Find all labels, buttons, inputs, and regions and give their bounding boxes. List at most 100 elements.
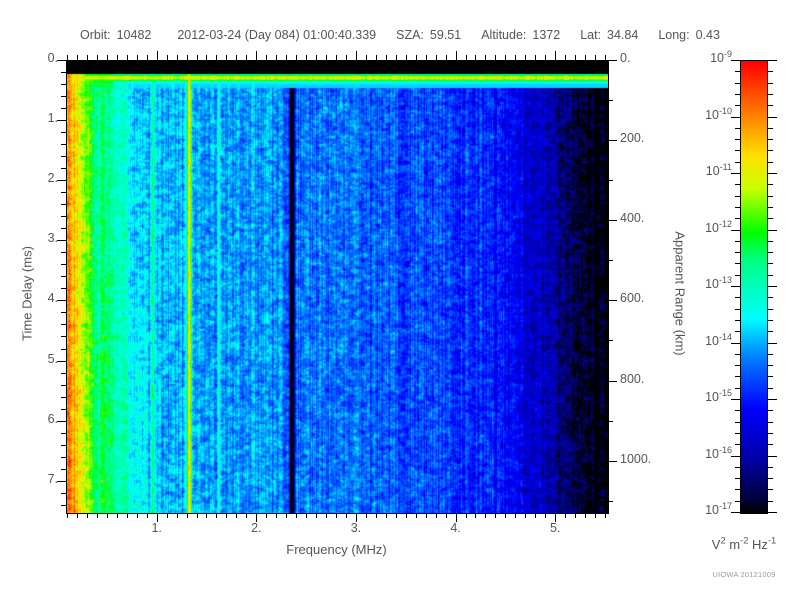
x-axis-tick-label: 1. xyxy=(151,521,162,535)
colorbar-minor-tick-right xyxy=(768,376,773,377)
colorbar-major-tick-right xyxy=(768,117,777,118)
colorbar-major-tick-right xyxy=(768,286,777,287)
colorbar-tick-label: 10-10 xyxy=(705,105,732,122)
y-axis-minor-tick xyxy=(61,493,66,494)
x-axis-minor-tick-top xyxy=(545,55,546,60)
x-axis-minor-tick-top xyxy=(177,55,178,60)
colorbar-major-tick-right xyxy=(768,60,777,61)
colorbar-minor-tick-right xyxy=(768,184,773,185)
colorbar-major-tick xyxy=(731,117,740,118)
x-axis-minor-tick-top xyxy=(316,55,317,60)
y-axis-minor-tick xyxy=(61,204,66,205)
header-field-value: 1372 xyxy=(532,28,561,42)
y-axis-minor-tick xyxy=(61,469,66,470)
header-field-key: Lat: xyxy=(580,28,602,42)
x-axis-minor-tick-top xyxy=(505,55,506,60)
x-axis-minor-tick-top xyxy=(266,55,267,60)
x-axis-minor-tick-top xyxy=(286,55,287,60)
x-axis-minor-tick-top xyxy=(406,55,407,60)
colorbar-minor-tick-right xyxy=(768,150,773,151)
x-axis-minor-tick xyxy=(426,513,427,518)
x-axis-minor-tick-top xyxy=(326,55,327,60)
y-axis-minor-tick xyxy=(61,144,66,145)
header-field-value: 10482 xyxy=(116,28,152,42)
colorbar-minor-tick-right xyxy=(768,241,773,242)
x-axis-major-tick xyxy=(555,513,556,522)
y-axis-minor-tick xyxy=(61,433,66,434)
x-axis-minor-tick xyxy=(376,513,377,518)
colorbar-major-tick xyxy=(731,399,740,400)
x-axis-minor-tick xyxy=(446,513,447,518)
x-axis-major-tick-top xyxy=(356,51,357,60)
x-axis-minor-tick-top xyxy=(475,55,476,60)
y2-axis-major-tick xyxy=(608,381,617,382)
y2-axis-minor-tick xyxy=(608,501,613,502)
x-axis-minor-tick xyxy=(236,513,237,518)
y-axis-minor-tick xyxy=(61,457,66,458)
y-axis-minor-tick xyxy=(61,373,66,374)
x-axis-minor-tick-top xyxy=(167,55,168,60)
colorbar-minor-tick-right xyxy=(768,263,773,264)
x-axis-minor-tick-top xyxy=(565,55,566,60)
y2-axis-minor-tick xyxy=(608,180,613,181)
colorbar-minor-tick-right xyxy=(768,320,773,321)
x-axis-minor-tick-top xyxy=(127,55,128,60)
x-axis-minor-tick xyxy=(336,513,337,518)
x-axis-minor-tick-top xyxy=(585,55,586,60)
x-axis-minor-tick-top xyxy=(376,55,377,60)
y-axis-tick-label: 2. xyxy=(47,171,58,186)
colorbar-minor-tick-right xyxy=(768,309,773,310)
x-axis-minor-tick xyxy=(535,513,536,518)
x-axis-minor-tick-top xyxy=(296,55,297,60)
x-axis-minor-tick xyxy=(595,513,596,518)
colorbar-minor-tick-right xyxy=(768,354,773,355)
watermark-label: UIOWA 20121009 xyxy=(712,570,776,579)
y-axis-minor-tick xyxy=(61,505,66,506)
y-axis-minor-tick xyxy=(61,397,66,398)
colorbar-minor-tick xyxy=(735,489,740,490)
x-axis-minor-tick-top xyxy=(605,55,606,60)
y-axis-minor-tick xyxy=(61,228,66,229)
header-field: SZA: 59.51 xyxy=(396,28,461,42)
x-axis-minor-tick xyxy=(495,513,496,518)
x-axis-minor-tick-top xyxy=(366,55,367,60)
colorbar-minor-tick xyxy=(735,376,740,377)
x-axis-minor-tick-top xyxy=(495,55,496,60)
colorbar-major-tick-right xyxy=(768,230,777,231)
y2-axis-major-tick xyxy=(608,220,617,221)
y-axis-tick-label: 3. xyxy=(47,231,58,246)
colorbar-minor-tick-right xyxy=(768,71,773,72)
colorbar-tick-label: 10-13 xyxy=(705,275,732,292)
colorbar-minor-tick-right xyxy=(768,478,773,479)
colorbar-minor-tick-right xyxy=(768,128,773,129)
x-axis-minor-tick-top xyxy=(336,55,337,60)
y2-axis-minor-tick xyxy=(608,260,613,261)
colorbar-minor-tick xyxy=(735,331,740,332)
header-field: Lat: 34.84 xyxy=(580,28,638,42)
colorbar-minor-tick-right xyxy=(768,196,773,197)
header-field-key: Long: xyxy=(658,28,690,42)
x-axis-minor-tick-top xyxy=(466,55,467,60)
x-axis-minor-tick xyxy=(575,513,576,518)
x-axis-minor-tick-top xyxy=(187,55,188,60)
x-axis-minor-tick xyxy=(316,513,317,518)
colorbar-minor-tick xyxy=(735,275,740,276)
x-axis-minor-tick xyxy=(226,513,227,518)
x-axis-minor-tick-top xyxy=(97,55,98,60)
colorbar-units-label: V2 m-2 Hz-1 xyxy=(688,536,800,552)
x-axis-minor-tick xyxy=(505,513,506,518)
x-axis-minor-tick xyxy=(246,513,247,518)
x-axis-minor-tick-top xyxy=(197,55,198,60)
y-axis-minor-tick xyxy=(61,168,66,169)
y-axis-major-tick xyxy=(57,361,66,362)
x-axis-minor-tick xyxy=(97,513,98,518)
x-axis-minor-tick-top xyxy=(525,55,526,60)
colorbar-minor-tick xyxy=(735,309,740,310)
colorbar-major-tick-right xyxy=(768,343,777,344)
x-axis-tick-label: 3. xyxy=(350,521,362,535)
colorbar-minor-tick xyxy=(735,252,740,253)
y-axis-minor-tick xyxy=(61,409,66,410)
header-field-key: Altitude: xyxy=(481,28,527,42)
colorbar-minor-tick xyxy=(735,478,740,479)
x-axis-minor-tick-top xyxy=(246,55,247,60)
